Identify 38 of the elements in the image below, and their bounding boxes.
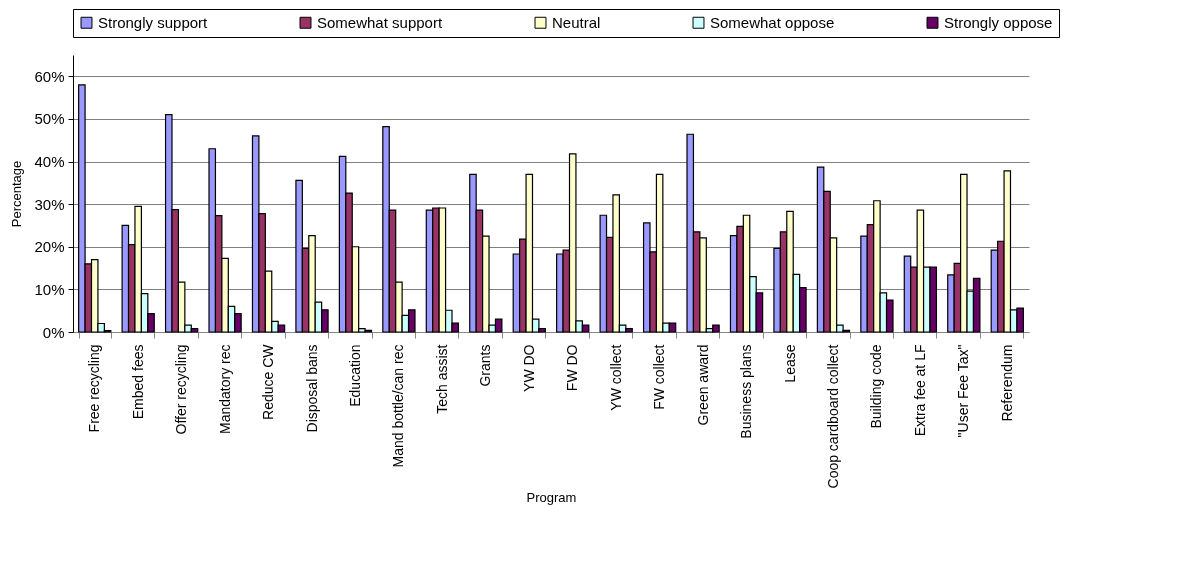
x-tick-label: Building code bbox=[868, 344, 885, 429]
x-tick-label: Business plans bbox=[738, 344, 755, 439]
y-tick-label: 40% bbox=[34, 153, 65, 171]
x-tick-label: Referendum bbox=[998, 344, 1015, 422]
x-tick-label: Grants bbox=[477, 344, 494, 387]
legend-label: Somewhat support bbox=[317, 13, 443, 31]
x-tick-label: Free recycling bbox=[86, 344, 103, 433]
y-tick-label: 10% bbox=[34, 280, 65, 298]
y-tick-label: 0% bbox=[42, 323, 65, 341]
x-tick-label: Mand bottle/can rec bbox=[390, 344, 407, 468]
x-tick-label: Disposal bans bbox=[303, 344, 320, 433]
x-tick-label: Lease bbox=[781, 344, 798, 383]
x-tick-label: Extra fee at LF bbox=[911, 344, 928, 437]
x-tick-label: Embed fees bbox=[129, 344, 146, 420]
x-tick-label: Tech assist bbox=[433, 344, 450, 414]
bar bbox=[121, 224, 130, 333]
x-tick-label: Education bbox=[346, 344, 363, 407]
x-tick-label: Mandatory rec bbox=[216, 344, 233, 434]
x-tick-label: Green award bbox=[694, 344, 711, 426]
x-tick-label: Coop cardboard collect bbox=[824, 344, 841, 489]
y-tick-label: 30% bbox=[34, 195, 65, 213]
x-tick-label: Offer recycling bbox=[173, 344, 190, 435]
x-tick-label: FW DO bbox=[564, 344, 581, 392]
y-tick-label: 60% bbox=[34, 67, 65, 85]
y-axis-title: Percentage bbox=[9, 160, 25, 228]
x-tick-label: FW collect bbox=[651, 344, 668, 410]
x-tick-label: Reduce CW bbox=[260, 343, 277, 420]
x-tick-label: YW collect bbox=[607, 344, 624, 411]
bar bbox=[599, 214, 608, 333]
y-tick-label: 20% bbox=[34, 238, 65, 256]
x-axis-title: Program bbox=[526, 490, 577, 506]
legend-label: Strongly oppose bbox=[944, 13, 1053, 31]
x-tick-label: "User Fee Tax" bbox=[955, 344, 972, 438]
y-tick-label: 50% bbox=[34, 110, 65, 128]
legend-label: Neutral bbox=[552, 13, 601, 31]
legend-label: Somewhat oppose bbox=[710, 13, 835, 31]
x-tick-label: YW DO bbox=[520, 344, 537, 392]
legend-label: Strongly support bbox=[98, 13, 209, 31]
